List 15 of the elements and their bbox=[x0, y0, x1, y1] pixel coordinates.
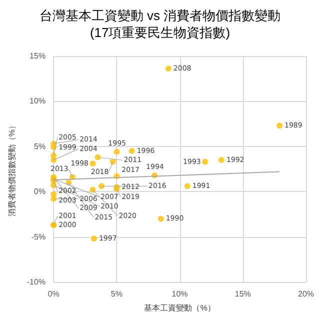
y-tick-label: 10% bbox=[30, 96, 46, 106]
y-tick-label: 5% bbox=[34, 142, 46, 151]
y-tick-label: 0% bbox=[34, 187, 46, 196]
chart-title: 台灣基本工資變動 vs 消費者物價指數變動 bbox=[39, 8, 281, 23]
x-tick-label: 5% bbox=[110, 290, 122, 298]
x-tick-label: 15% bbox=[234, 290, 251, 298]
chart-subtitle: (17項重要民生物資指數) bbox=[90, 25, 230, 40]
y-axis-title: 消費者物價指數變動（%） bbox=[8, 121, 16, 217]
y-tick-label: 15% bbox=[30, 52, 46, 60]
x-tick-label: 20% bbox=[298, 290, 314, 298]
y-tick-label: -10% bbox=[26, 278, 46, 286]
x-axis-title: 基本工資變動（%） bbox=[144, 304, 216, 312]
y-tick-label: -5% bbox=[31, 232, 46, 242]
x-tick-label: 10% bbox=[172, 290, 188, 298]
x-tick-label: 0% bbox=[48, 290, 60, 298]
